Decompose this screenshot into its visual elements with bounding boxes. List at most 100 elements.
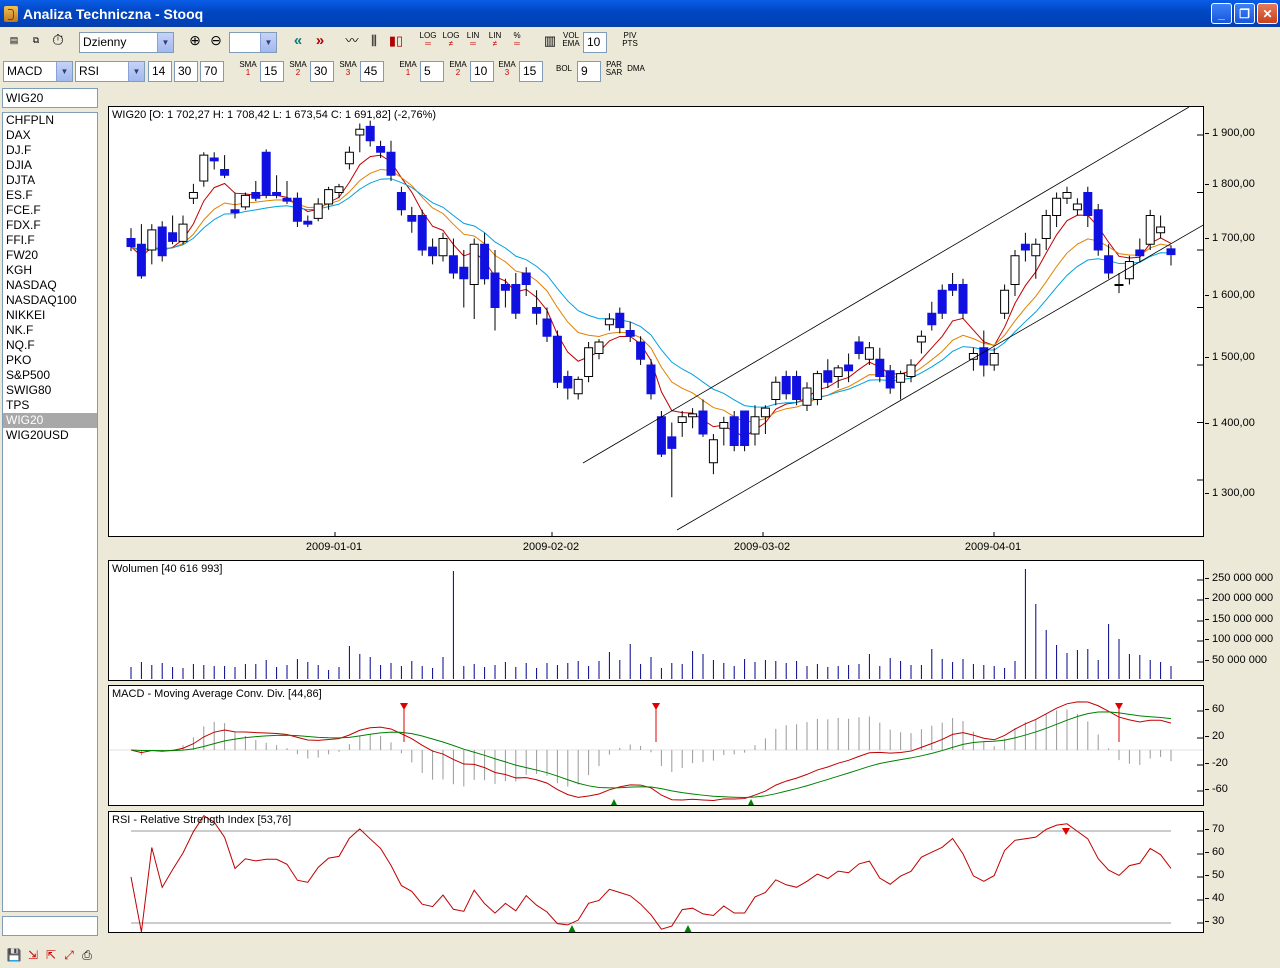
candle	[324, 186, 334, 210]
sidebar-bottom-input[interactable]	[2, 916, 98, 936]
candle-body-up	[1156, 226, 1166, 234]
candle	[417, 209, 427, 256]
symbol-item[interactable]: NIKKEI	[6, 308, 46, 322]
symbol-item[interactable]: TPS	[6, 398, 30, 412]
ema2-button[interactable]: EMA 2	[449, 60, 467, 77]
y-tick-label: 1 800,00	[1205, 178, 1255, 190]
symbol-item[interactable]: DJ.F	[6, 143, 32, 157]
symbol-item[interactable]: FDX.F	[6, 218, 41, 232]
symbol-item[interactable]: NQ.F	[6, 338, 35, 352]
ema1-button[interactable]: EMA 1	[399, 60, 417, 77]
compare-icon[interactable]: ⧉	[32, 34, 40, 45]
zoom-out-icon[interactable]: ⊖	[210, 31, 222, 48]
bollinger-input[interactable]: 9	[577, 61, 601, 82]
ema3-input[interactable]: 15	[519, 61, 543, 82]
zoom-select[interactable]: ▼	[229, 32, 277, 53]
sma2-input[interactable]: 30	[310, 61, 334, 82]
y-tick-label: 70	[1205, 823, 1224, 835]
rsi-param3-input[interactable]: 70	[200, 61, 224, 82]
minimize-button[interactable]: _	[1211, 3, 1232, 24]
symbol-item[interactable]: S&P500	[6, 368, 51, 382]
candle	[407, 206, 417, 233]
sma2-button[interactable]: SMA 2	[289, 60, 307, 77]
candle	[740, 410, 750, 452]
expand-icon[interactable]: ⤢	[64, 947, 74, 962]
sma1-input[interactable]: 15	[260, 61, 284, 82]
dma-button[interactable]: DMA	[627, 64, 645, 73]
ema3-button[interactable]: EMA 3	[498, 60, 516, 77]
bar-chart-icon[interactable]: ⫼	[371, 32, 377, 48]
symbol-item[interactable]: ES.F	[6, 188, 33, 202]
volume-panel[interactable]: Wolumen [40 616 993]	[108, 560, 1204, 681]
candle	[958, 278, 968, 319]
interval-select[interactable]: Dzienny ▼	[79, 32, 174, 53]
maximize-button[interactable]: ❐	[1234, 3, 1255, 24]
symbol-item[interactable]: SWIG80	[6, 383, 52, 397]
lin-scale-alt-button[interactable]: LIN ≠	[488, 31, 502, 48]
vol-ema-button[interactable]: VOL EMA	[562, 31, 580, 48]
close-button[interactable]: ✕	[1257, 3, 1278, 24]
scroll-left-icon[interactable]: «	[293, 31, 303, 49]
symbol-item[interactable]: DAX	[6, 128, 31, 142]
candle-chart-icon[interactable]: ▮▯	[388, 32, 404, 48]
ema1-input[interactable]: 5	[420, 61, 444, 82]
rsi-param2-input[interactable]: 30	[174, 61, 198, 82]
line-chart-icon[interactable]: 〰	[345, 32, 359, 48]
symbol-item[interactable]: NASDAQ100	[6, 293, 77, 307]
timer-icon[interactable]: ⏱	[52, 31, 64, 49]
price-chart-panel[interactable]: WIG20 [O: 1 702,27 H: 1 708,42 L: 1 673,…	[108, 106, 1204, 537]
candle-body-up	[771, 381, 781, 400]
rsi-panel[interactable]: RSI - Relative Strength Index [53,76]	[108, 811, 1204, 933]
log-scale-button[interactable]: LOG ═	[419, 31, 437, 48]
candle	[365, 120, 375, 147]
properties-icon[interactable]: ▤	[9, 34, 19, 45]
candle	[1104, 244, 1114, 279]
symbol-item[interactable]: WIG20	[3, 413, 97, 428]
candle	[511, 273, 521, 319]
candle	[864, 342, 874, 365]
volume-chart-icon[interactable]: ▥	[543, 32, 557, 48]
percent-scale-button[interactable]: % ═	[513, 31, 521, 48]
indicator1-select[interactable]: MACD ▼	[3, 61, 73, 82]
pivot-points-button[interactable]: PIV PTS	[622, 31, 638, 48]
symbol-item[interactable]: PKO	[6, 353, 32, 367]
candle-body-up	[147, 229, 157, 251]
candle	[448, 238, 458, 279]
vol-ema-input[interactable]: 10	[583, 32, 607, 53]
log-scale-alt-button[interactable]: LOG ≠	[442, 31, 460, 48]
candle-body-down	[126, 238, 136, 248]
candle-body-up	[594, 341, 604, 354]
symbol-search-input[interactable]: WIG20	[2, 88, 98, 108]
export-icon[interactable]: ⇲	[27, 947, 39, 962]
symbol-item[interactable]: WIG20USD	[6, 428, 69, 442]
scroll-right-icon[interactable]: »	[315, 31, 325, 49]
symbol-item[interactable]: NK.F	[6, 323, 34, 337]
candle-body-down	[376, 146, 386, 153]
export-alt-icon[interactable]: ⇱	[45, 947, 57, 962]
macd-panel[interactable]: MACD - Moving Average Conv. Div. [44,86]	[108, 685, 1204, 806]
symbol-item[interactable]: DJIA	[6, 158, 33, 172]
sma3-input[interactable]: 45	[360, 61, 384, 82]
lin-scale-button[interactable]: LIN ═	[466, 31, 480, 48]
bollinger-button[interactable]: BOL	[555, 64, 572, 73]
symbol-item[interactable]: CHFPLN	[6, 113, 55, 127]
symbol-item[interactable]: KGH	[6, 263, 33, 277]
rsi-param1-input[interactable]: 14	[148, 61, 172, 82]
symbol-item[interactable]: FFI.F	[6, 233, 35, 247]
print-icon[interactable]: ⎙	[82, 947, 92, 962]
candle	[823, 359, 833, 388]
candle	[646, 359, 656, 400]
ema2-input[interactable]: 10	[470, 61, 494, 82]
indicator2-select[interactable]: RSI ▼	[75, 61, 145, 82]
candle-body-down	[448, 255, 458, 274]
y-tick-label: 20	[1205, 730, 1224, 742]
symbol-item[interactable]: NASDAQ	[6, 278, 57, 292]
sma3-button[interactable]: SMA 3	[339, 60, 357, 77]
symbol-item[interactable]: FCE.F	[6, 203, 41, 217]
zoom-in-icon[interactable]: ⊕	[189, 31, 201, 48]
sma1-button[interactable]: SMA 1	[239, 60, 257, 77]
symbol-item[interactable]: FW20	[6, 248, 39, 262]
symbol-item[interactable]: DJTA	[6, 173, 36, 187]
save-icon[interactable]: 💾	[6, 947, 22, 962]
parabolic-sar-button[interactable]: PAR SAR	[605, 60, 623, 77]
